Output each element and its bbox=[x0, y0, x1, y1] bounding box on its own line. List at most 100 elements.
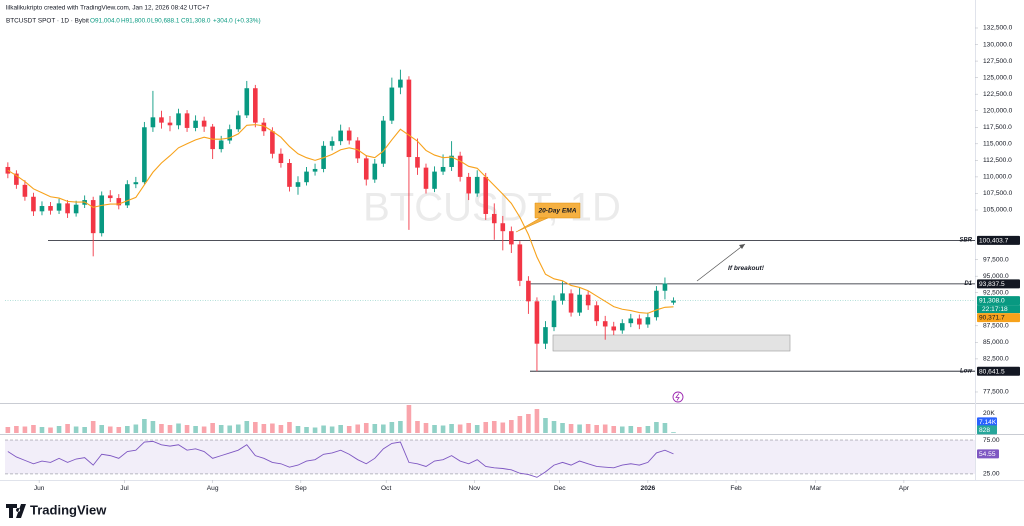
ohlc-low: L90,688.1 bbox=[151, 18, 180, 25]
y-tick-label: 130,000.0 bbox=[983, 41, 1013, 48]
last-price-text: 91,308.0 bbox=[979, 298, 1005, 305]
volume-bar bbox=[48, 427, 53, 433]
level-name: SBR bbox=[959, 237, 972, 243]
volume-bar bbox=[329, 426, 335, 433]
volume-bar bbox=[483, 422, 489, 433]
plot: SBR D1 Low bbox=[5, 69, 975, 478]
volume-bar bbox=[235, 424, 241, 433]
volume-bar bbox=[90, 421, 96, 433]
volume-bar bbox=[415, 421, 420, 433]
volume-bar bbox=[278, 425, 284, 433]
volume-bar bbox=[270, 423, 275, 433]
volume-bar bbox=[193, 426, 198, 433]
candle-body bbox=[253, 88, 258, 123]
credit: lilkalikukripto created with TradingView… bbox=[6, 5, 210, 12]
candle-body bbox=[278, 153, 284, 164]
demand-zone bbox=[552, 334, 791, 352]
volume-bar bbox=[432, 425, 437, 433]
candle-body bbox=[415, 157, 420, 168]
volume-bar bbox=[287, 422, 292, 433]
y-tick-label: 125,000.0 bbox=[983, 74, 1013, 81]
volume-bar bbox=[99, 425, 105, 433]
volume-bar bbox=[107, 426, 113, 433]
candle-body bbox=[31, 196, 36, 212]
candle-body bbox=[406, 79, 412, 158]
volume-bar bbox=[449, 424, 454, 433]
candle-body bbox=[39, 206, 45, 212]
y-tick-label: 127,500.0 bbox=[983, 58, 1013, 65]
volume-bar bbox=[440, 425, 446, 433]
candle-body bbox=[619, 323, 625, 331]
volume-bar bbox=[73, 426, 79, 433]
level-name: Low bbox=[960, 368, 972, 374]
candle-body bbox=[449, 155, 454, 167]
rsi-tick-label: 75.00 bbox=[983, 437, 1000, 444]
volume-ma-box bbox=[977, 417, 997, 427]
candle-body bbox=[22, 184, 28, 197]
candle-body bbox=[483, 176, 489, 214]
volume-bar bbox=[662, 423, 668, 433]
volume-bar bbox=[500, 422, 506, 433]
volume-bar bbox=[346, 426, 352, 433]
candle-body bbox=[73, 204, 79, 214]
candle-body bbox=[142, 127, 147, 183]
rsi-band bbox=[5, 440, 975, 474]
candle-body bbox=[440, 166, 446, 172]
candle-body bbox=[662, 283, 668, 291]
candle-body bbox=[457, 155, 463, 177]
candle-body bbox=[568, 293, 574, 313]
y-tick-label: 92,500.0 bbox=[983, 289, 1009, 296]
candle-body bbox=[90, 200, 96, 234]
volume-bar bbox=[201, 426, 207, 433]
volume-bar bbox=[594, 425, 599, 433]
candle-body bbox=[517, 244, 523, 281]
candle-body bbox=[167, 122, 173, 126]
volume-bar bbox=[82, 427, 87, 433]
x-tick-label: Apr bbox=[899, 485, 910, 492]
volume-bar bbox=[517, 416, 523, 433]
volume-bar bbox=[5, 427, 11, 433]
volume-bar bbox=[22, 426, 28, 433]
y-tick-label: 110,000.0 bbox=[983, 174, 1012, 181]
x-tick-label: 2026 bbox=[641, 485, 656, 492]
countdown: 22:17:18 bbox=[982, 306, 1008, 313]
volume-bar bbox=[406, 405, 412, 433]
volume-bar bbox=[628, 426, 634, 433]
candle-body bbox=[389, 87, 395, 121]
candle-body bbox=[270, 131, 275, 154]
candle-body bbox=[338, 130, 343, 142]
candle-body bbox=[116, 198, 122, 206]
events-icon bbox=[672, 391, 684, 403]
y-tick-label: 117,500.0 bbox=[983, 124, 1012, 131]
x-tick-label: Aug bbox=[207, 485, 219, 492]
rsi-tick-label: 25.00 bbox=[983, 471, 1000, 478]
events-icon-bolt bbox=[675, 393, 680, 401]
level-price-box bbox=[977, 279, 1020, 289]
level-price-box bbox=[977, 366, 1020, 376]
axes: 132,500.0 130,000.0 127,500.0 125,000.0 122,… bbox=[34, 25, 1020, 492]
volume-bar bbox=[671, 432, 676, 433]
volume-bar bbox=[125, 426, 130, 433]
symbol: BTCUSDT SPOT · 1D · Bybit bbox=[6, 18, 89, 25]
candle-body bbox=[398, 79, 403, 88]
volume-bar bbox=[585, 424, 591, 433]
volume-bar bbox=[261, 424, 267, 433]
brand-logo bbox=[6, 504, 26, 518]
volume-bar bbox=[457, 424, 463, 433]
y-tick-label: 107,500.0 bbox=[983, 190, 1013, 197]
candle-body bbox=[107, 195, 113, 199]
volume-bar bbox=[210, 423, 215, 433]
volume-bar bbox=[312, 427, 318, 433]
candle-body bbox=[295, 182, 301, 187]
volume-bar bbox=[244, 421, 250, 433]
volume-bar bbox=[389, 422, 395, 433]
volume-bar bbox=[56, 426, 62, 433]
volume-bar bbox=[355, 424, 361, 433]
candle-body bbox=[346, 130, 352, 141]
candle-body bbox=[466, 176, 471, 194]
volume-bar bbox=[65, 424, 70, 433]
candle-body bbox=[329, 141, 335, 146]
candle-body bbox=[176, 113, 181, 126]
x-tick-label: Jun bbox=[34, 485, 45, 492]
candle-body bbox=[474, 176, 480, 194]
